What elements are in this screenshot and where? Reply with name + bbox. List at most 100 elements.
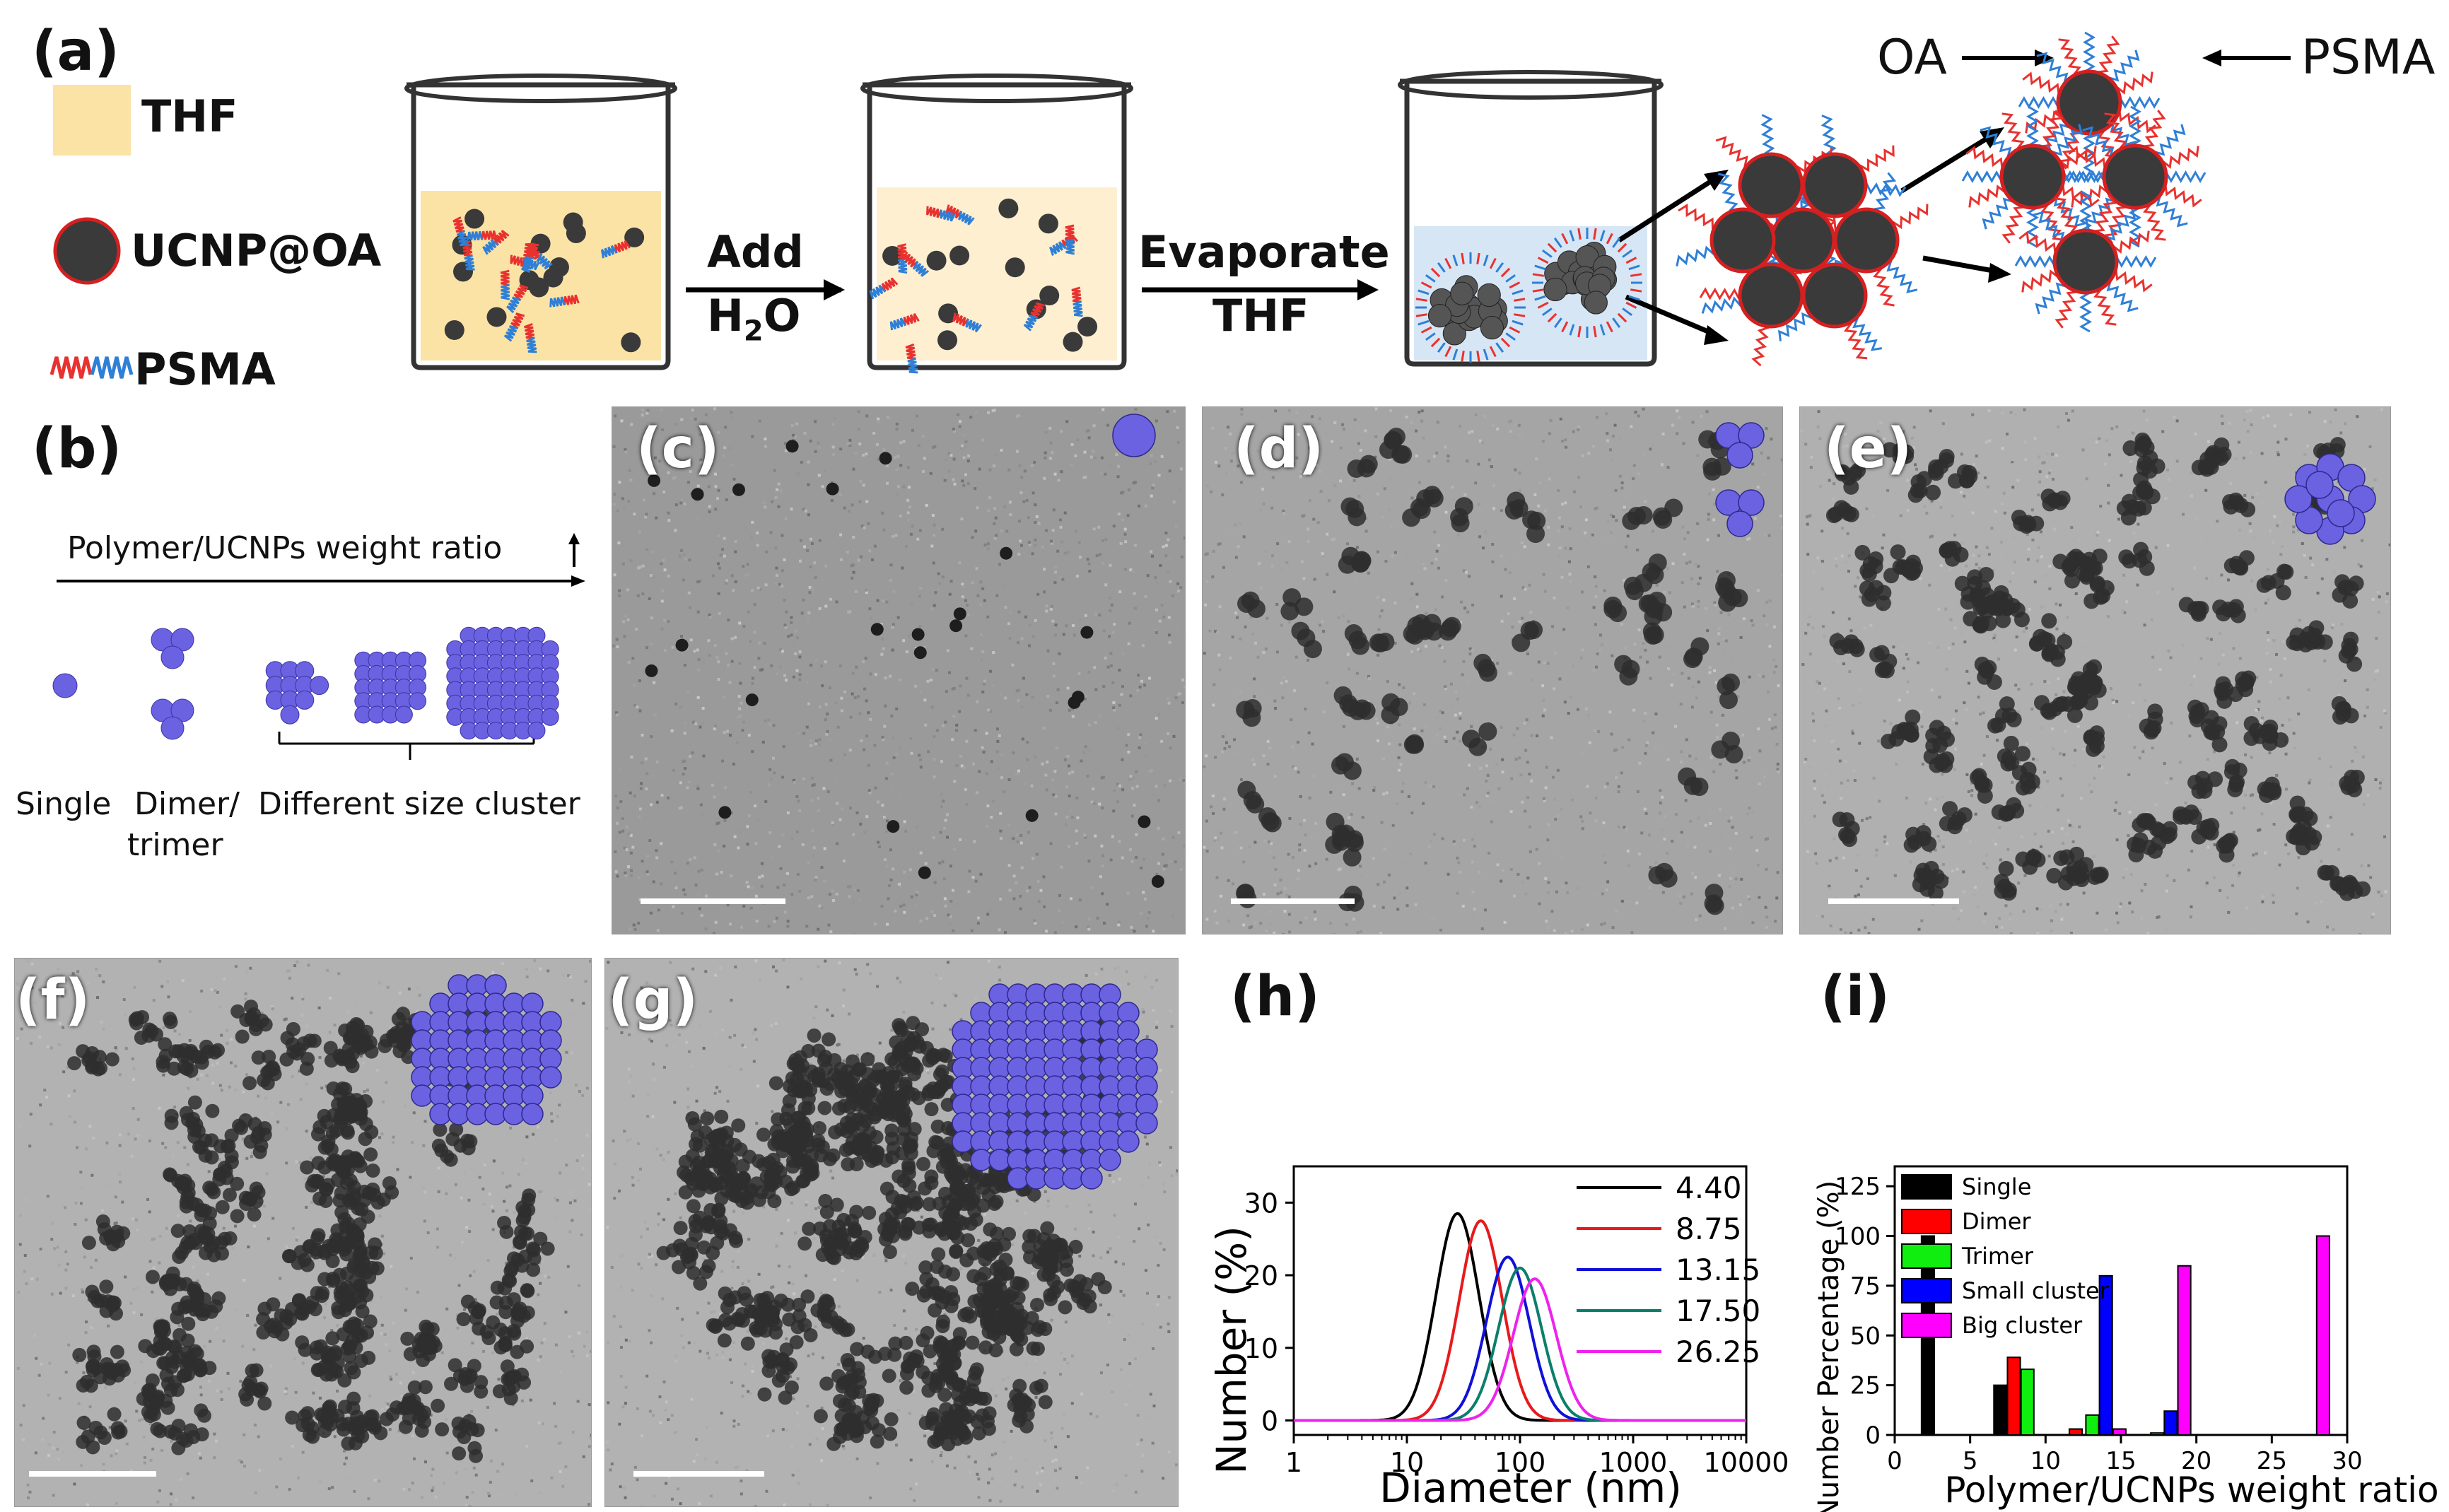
tem-particle [1642, 563, 1661, 582]
sphere [527, 722, 546, 740]
tem-particle [909, 1195, 924, 1210]
panel-label-d: (d) [1234, 417, 1324, 481]
panel-label-c: (c) [636, 417, 720, 481]
tem-particle [86, 1440, 100, 1455]
tem-particle [2207, 771, 2223, 787]
tem-particle [844, 1076, 859, 1091]
tem-particle [407, 1380, 422, 1395]
tem-particle [844, 1412, 859, 1426]
tem-particle [367, 1418, 382, 1433]
tem-particle [170, 1310, 185, 1325]
tem-particle [2261, 723, 2277, 739]
tem-particle [720, 1300, 735, 1315]
tem-particle [1029, 1297, 1044, 1312]
tem-particle [1009, 1342, 1024, 1356]
tem-particle [1843, 506, 1859, 522]
tem-particle [918, 1415, 933, 1430]
tem-particle [1097, 1280, 1112, 1295]
tem-particle [684, 1172, 699, 1187]
tem-particle [286, 1021, 300, 1036]
tem-particle [247, 1007, 262, 1021]
legend-swatch [1901, 1278, 1952, 1303]
tem-particle [2041, 704, 2057, 720]
tem-particle [966, 1269, 981, 1284]
tem-particle [732, 483, 745, 496]
tem-particle [515, 1258, 530, 1273]
tem-particle [819, 1061, 834, 1076]
tem-particle [474, 1384, 489, 1399]
tem-particle [279, 1052, 294, 1067]
tem-particle [831, 1101, 846, 1116]
tem-image-g [604, 958, 1179, 1507]
tem-particle [1712, 457, 1731, 476]
tem-particle [1933, 873, 1949, 889]
step-thf-label: THF [1212, 290, 1309, 341]
tem-particle [170, 1224, 185, 1238]
tem-particle [781, 1297, 795, 1312]
tem-particle [686, 1199, 701, 1214]
tem-particle [829, 1197, 844, 1212]
tem-particle [682, 1255, 697, 1270]
tem-particle [2228, 492, 2244, 508]
tem-particle [1507, 491, 1526, 510]
tem-particle [403, 1347, 418, 1361]
step-h2o-label: H2O [707, 290, 801, 348]
tem-particle [856, 1137, 871, 1151]
tem-particle [2041, 645, 2057, 661]
tem-particle [918, 866, 931, 879]
tem-particle [2032, 628, 2048, 645]
legend-psma-label: PSMA [134, 344, 276, 395]
tem-particle [2149, 821, 2165, 838]
tem-particle [756, 1127, 771, 1142]
tem-particle [2276, 563, 2292, 580]
bar-trimer [2085, 1414, 2100, 1436]
tem-particle [67, 1056, 82, 1071]
scale-bar [641, 898, 785, 904]
tem-particle [2095, 587, 2111, 604]
tem-particle [2348, 575, 2364, 592]
tem-particle [1022, 1229, 1037, 1243]
bar-trimer [2150, 1432, 2165, 1436]
tem-particle [1343, 848, 1362, 867]
tem-particle [749, 1320, 764, 1335]
tem-particle [1974, 775, 1990, 791]
tem-particle [172, 1249, 187, 1264]
legend-label: 4.40 [1676, 1171, 1742, 1205]
tem-particle [719, 1170, 734, 1185]
tem-particle [851, 1112, 865, 1127]
ucnp-particle [464, 209, 485, 229]
inset-sphere [1726, 442, 1753, 469]
tem-particle [988, 1343, 1003, 1358]
tem-particle [444, 1376, 459, 1391]
tem-particle [149, 1027, 164, 1042]
tem-particle [307, 1033, 322, 1048]
tem-particle [863, 1397, 878, 1412]
tem-particle [881, 1090, 896, 1105]
tem-particle [976, 1244, 991, 1259]
bar-single [1993, 1384, 2008, 1436]
tem-particle [922, 1197, 937, 1212]
tem-particle [325, 1271, 340, 1286]
tem-particle [1883, 568, 1899, 584]
tem-particle [350, 1410, 365, 1424]
tem-particle [791, 1060, 806, 1075]
tem-particle [224, 1155, 239, 1170]
label-single: Single [16, 786, 112, 822]
tem-particle [1030, 1342, 1045, 1356]
tem-particle [735, 1193, 749, 1208]
tem-particle [379, 1412, 394, 1426]
tem-particle [771, 1112, 785, 1127]
ucnp-particle [486, 307, 507, 327]
tem-particle [1874, 662, 1890, 679]
tem-particle [230, 1004, 245, 1019]
tem-particle [771, 1373, 786, 1388]
tem-particle [900, 1217, 915, 1231]
tem-particle [796, 1173, 811, 1188]
tem-particle [262, 1049, 276, 1064]
tem-particle [110, 1224, 124, 1239]
tem-particle [752, 1192, 766, 1207]
tem-particle [310, 1231, 325, 1246]
tem-particle [2000, 599, 2016, 616]
ucnp-particle [998, 198, 1019, 218]
tem-particle [2057, 634, 2073, 650]
